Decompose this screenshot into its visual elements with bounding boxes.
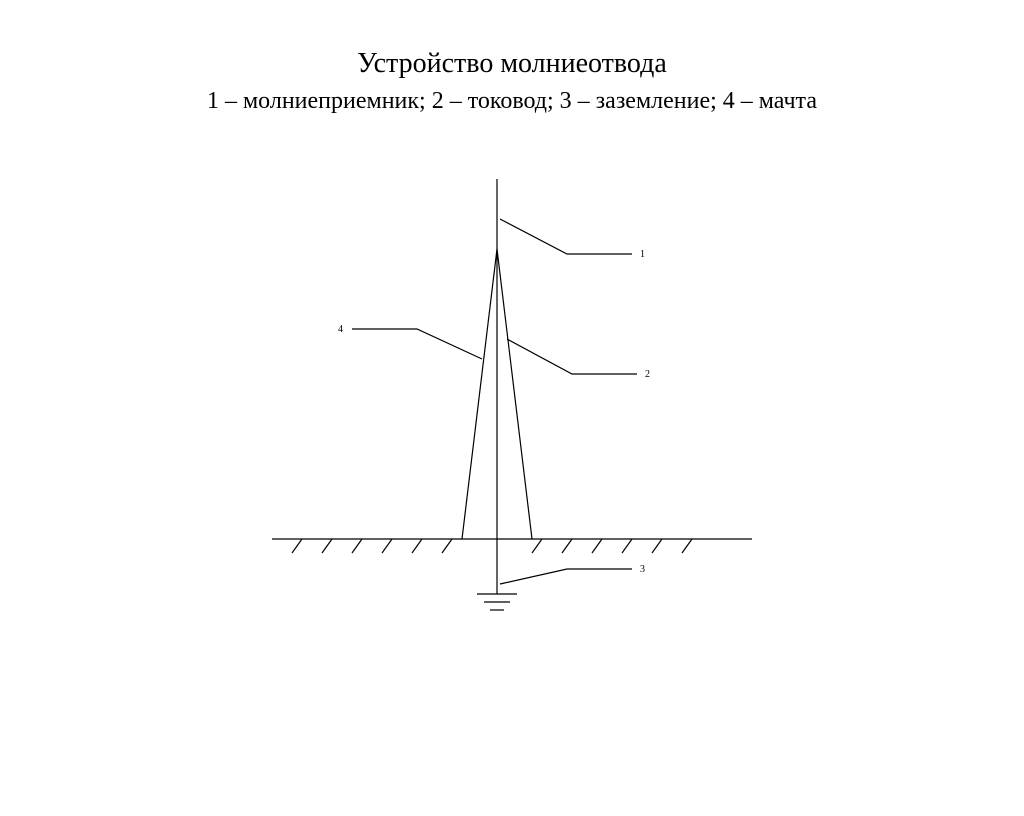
ground-hatch xyxy=(652,539,662,553)
ground-hatch xyxy=(382,539,392,553)
ground-hatch xyxy=(322,539,332,553)
leader-2 xyxy=(507,339,637,374)
leader-label-3: 3 xyxy=(640,564,645,575)
leader-1 xyxy=(500,219,632,254)
ground-hatch xyxy=(682,539,692,553)
diagram-subtitle: 1 – молниеприемник; 2 – токовод; 3 – заз… xyxy=(0,88,1024,115)
ground-hatch xyxy=(352,539,362,553)
mast-right-side xyxy=(497,249,532,539)
lightning-rod-diagram: 1 2 3 4 xyxy=(162,139,862,659)
ground-hatch xyxy=(532,539,542,553)
leader-label-1: 1 xyxy=(640,249,645,260)
leader-label-4: 4 xyxy=(338,324,343,335)
ground-hatch xyxy=(412,539,422,553)
leader-label-2: 2 xyxy=(645,369,650,380)
leader-4 xyxy=(352,329,482,359)
mast-left-side xyxy=(462,249,497,539)
leader-3 xyxy=(500,569,632,584)
diagram-title: Устройство молниеотвода xyxy=(0,48,1024,80)
ground-hatch xyxy=(292,539,302,553)
diagram-canvas-wrap: 1 2 3 4 xyxy=(0,139,1024,659)
ground-hatch xyxy=(442,539,452,553)
ground-hatch xyxy=(622,539,632,553)
ground-hatch xyxy=(592,539,602,553)
ground-hatch xyxy=(562,539,572,553)
